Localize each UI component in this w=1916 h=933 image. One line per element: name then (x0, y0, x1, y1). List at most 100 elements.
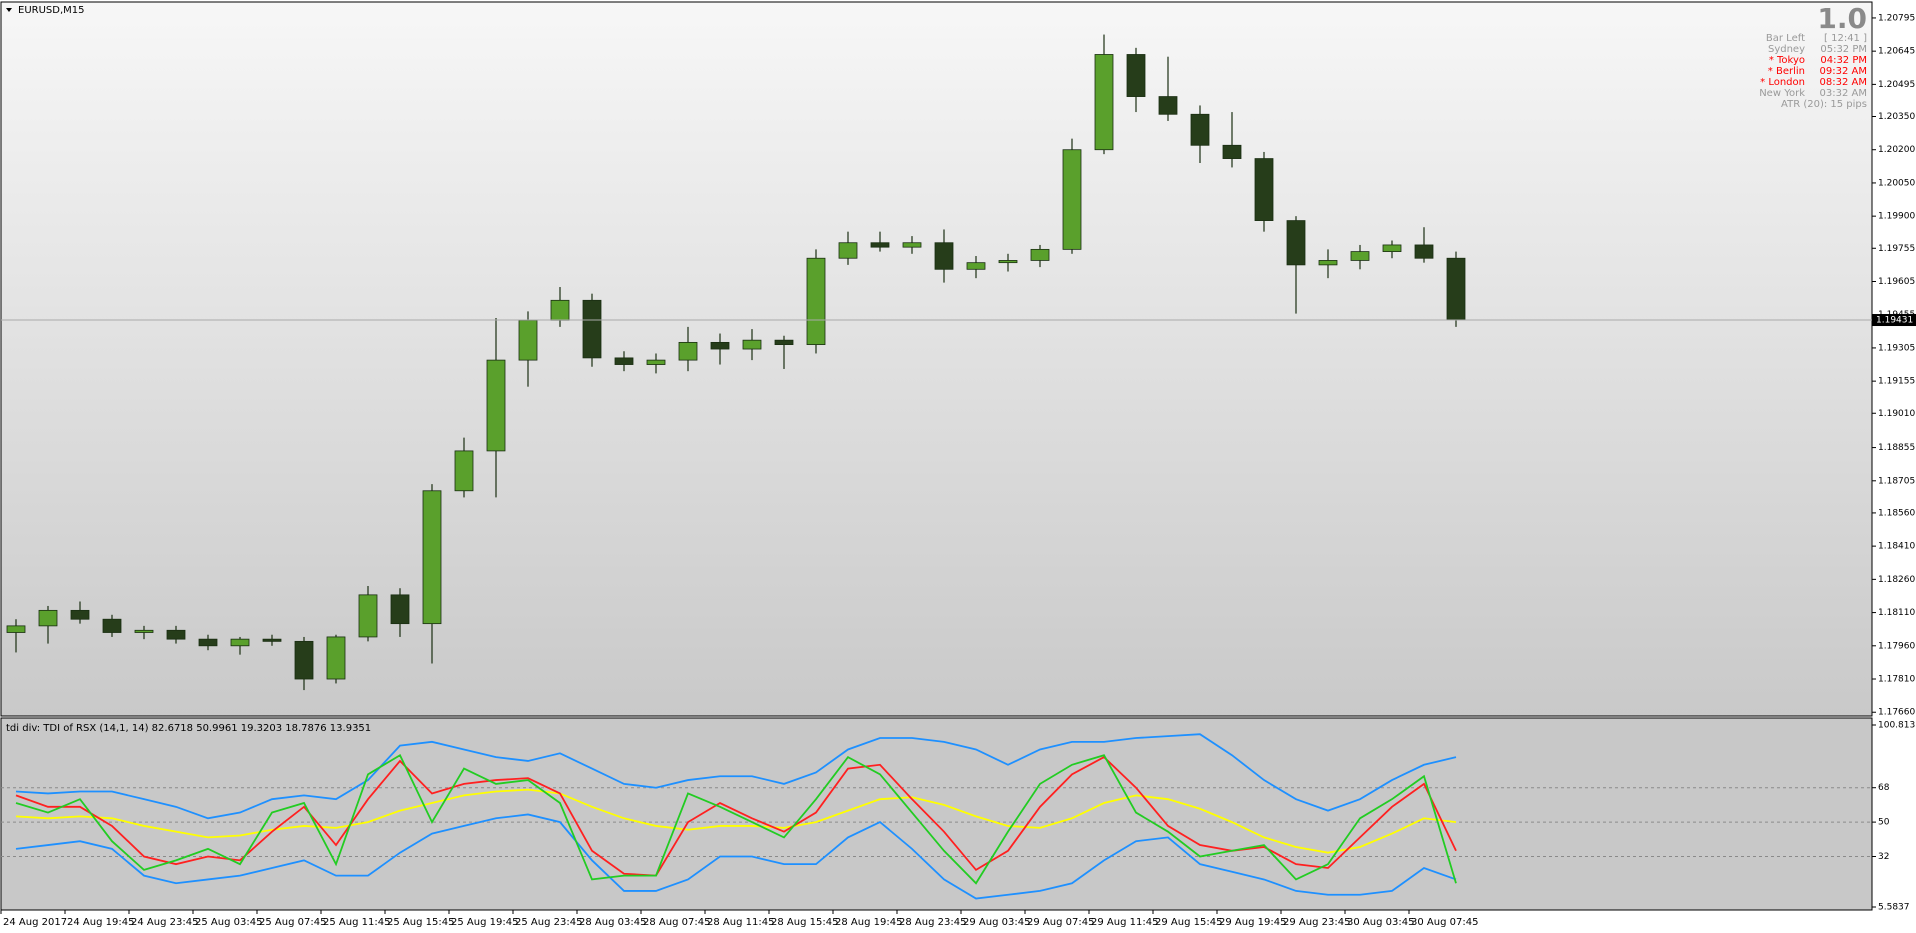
info-label: Bar Left (1766, 33, 1805, 44)
candle-body (198, 638, 218, 647)
candle-body (1286, 220, 1306, 266)
candle-body (134, 629, 154, 633)
y-tick-label: 1.18855 (1878, 443, 1915, 453)
candle-body (326, 636, 346, 680)
candle-body (6, 625, 26, 633)
x-tick-label: 28 Aug 11:45 (707, 917, 774, 928)
candle-body (1222, 144, 1242, 159)
candle-body (646, 359, 666, 365)
x-tick-label: 28 Aug 15:45 (771, 917, 838, 928)
candle-body (230, 638, 250, 647)
x-tick-label: 25 Aug 15:45 (387, 917, 454, 928)
candle-body (70, 609, 90, 620)
candle-body (262, 638, 282, 642)
y-tick-label: 1.19305 (1878, 343, 1915, 353)
candle-body (838, 242, 858, 259)
y-tick-label: 1.19755 (1878, 244, 1915, 254)
x-tick-label: 24 Aug 23:45 (131, 917, 198, 928)
indicator-line (15, 733, 1457, 820)
candle-body (710, 341, 730, 350)
info-value: 09:32 AM (1820, 66, 1867, 77)
candle-body (1030, 248, 1050, 261)
y-tick-label: 100.8131 (1878, 721, 1916, 731)
y-tick-label: 32 (1878, 852, 1889, 862)
candle-body (902, 242, 922, 248)
y-tick-label: 1.20495 (1878, 80, 1915, 90)
x-tick-label: 28 Aug 19:45 (835, 917, 902, 928)
x-tick-label: 29 Aug 19:45 (1219, 917, 1286, 928)
indicator-line (15, 753, 1457, 885)
candle-body (1350, 251, 1370, 261)
candle-body (550, 299, 570, 321)
x-tick-label: 29 Aug 07:45 (1027, 917, 1094, 928)
x-tick-label: 29 Aug 23:45 (1283, 917, 1350, 928)
candle-body (1126, 54, 1146, 97)
y-tick-label: 1.20350 (1878, 112, 1915, 122)
symbol-title: EURUSD,M15 (18, 5, 84, 16)
candle-body (102, 618, 122, 633)
x-tick-label: 30 Aug 07:45 (1411, 917, 1478, 928)
candle-body (1318, 260, 1338, 266)
x-tick-label: 28 Aug 07:45 (643, 917, 710, 928)
candle-body (1382, 244, 1402, 252)
candle-body (1414, 244, 1434, 259)
y-tick-label: 1.19010 (1878, 409, 1915, 419)
x-tick-label: 25 Aug 19:45 (451, 917, 518, 928)
y-tick-label: 1.18410 (1878, 542, 1915, 552)
info-big: 1.0 (1817, 2, 1867, 35)
candle-body (1062, 149, 1082, 250)
indicator-title: tdi div: TDI of RSX (14,1, 14) 82.6718 5… (6, 723, 371, 734)
x-tick-label: 25 Aug 03:45 (195, 917, 262, 928)
info-label: New York (1759, 88, 1805, 99)
candle-body (934, 242, 954, 270)
candle-body (1190, 113, 1210, 146)
y-tick-label: 1.18110 (1878, 608, 1915, 618)
menu-arrow[interactable] (6, 8, 12, 12)
info-label: * Berlin (1768, 66, 1805, 77)
y-tick-label: 1.19900 (1878, 212, 1915, 222)
last-price-box (1872, 314, 1916, 327)
info-value: [ 12:41 ] (1824, 33, 1867, 44)
y-tick-label: 1.19155 (1878, 377, 1915, 387)
candle-body (966, 262, 986, 270)
x-tick-label: 28 Aug 23:45 (899, 917, 966, 928)
y-tick-label: 1.19605 (1878, 277, 1915, 287)
candle-body (774, 339, 794, 346)
candle-body (1446, 257, 1466, 321)
candle-body (38, 609, 58, 627)
y-tick-label: 1.18560 (1878, 508, 1915, 518)
candle-body (166, 629, 186, 640)
x-tick-label: 25 Aug 07:45 (259, 917, 326, 928)
candle-body (870, 242, 890, 248)
y-tick-label: 1.17810 (1878, 675, 1915, 685)
y-tick-label: 1.18260 (1878, 575, 1915, 585)
y-tick-label: 5.5837 (1878, 903, 1910, 913)
y-tick-label: 1.20795 (1878, 13, 1915, 23)
price-pane (0, 1, 1873, 717)
indicator-pane (0, 717, 1873, 911)
candle-body (582, 299, 602, 359)
candle-body (742, 339, 762, 350)
x-tick-label: 29 Aug 11:45 (1091, 917, 1158, 928)
info-value: 08:32 AM (1820, 77, 1867, 88)
info-value: 03:32 AM (1820, 88, 1867, 99)
candle-body (1158, 96, 1178, 115)
indicator-line (15, 788, 1457, 854)
y-tick-label: 1.20050 (1878, 178, 1915, 188)
indicator-line (15, 813, 1457, 900)
y-tick-label: 1.17960 (1878, 641, 1915, 651)
candle-body (294, 640, 314, 680)
info-label: * London (1760, 77, 1805, 88)
x-tick-label: 30 Aug 03:45 (1347, 917, 1414, 928)
candle-body (614, 357, 634, 365)
indicator-line (15, 756, 1457, 877)
info-label: * Tokyo (1769, 55, 1805, 66)
candle-body (998, 260, 1018, 264)
last-price-label: 1.19431 (1876, 316, 1913, 326)
y-tick-label: 50 (1878, 818, 1890, 828)
info-label: Sydney (1768, 44, 1805, 55)
candle-body (518, 319, 538, 361)
candle-body (422, 490, 442, 625)
